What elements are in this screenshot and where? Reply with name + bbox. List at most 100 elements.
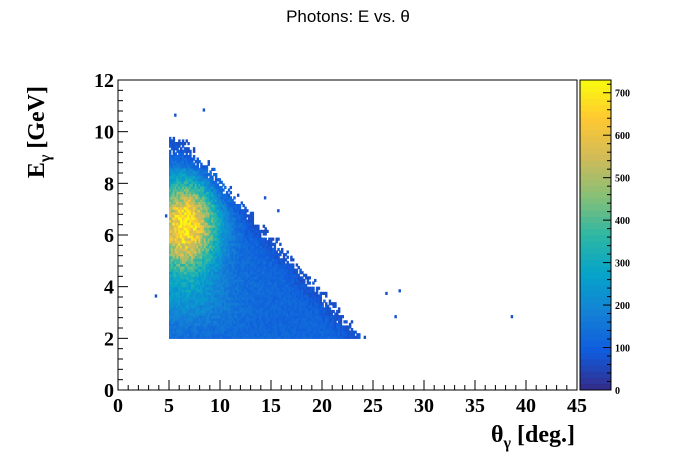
heatmap-cell xyxy=(303,335,306,339)
heatmap-cell xyxy=(218,240,222,244)
heatmap-cell xyxy=(315,325,319,329)
heatmap-cell xyxy=(269,278,273,283)
heatmap-cell xyxy=(191,196,194,200)
heatmap-cell xyxy=(216,193,220,197)
heatmap-cell xyxy=(169,209,172,213)
heatmap-cell xyxy=(176,191,179,195)
heatmap-cell xyxy=(251,320,255,324)
heatmap-cell xyxy=(200,204,203,208)
heatmap-cell xyxy=(214,198,218,203)
heatmap-cell xyxy=(268,273,271,277)
heatmap-cell xyxy=(225,268,229,272)
heatmap-cell xyxy=(202,291,205,296)
heatmap-cell xyxy=(310,312,313,316)
heatmap-cell xyxy=(180,204,183,208)
heatmap-cell xyxy=(315,297,319,301)
heatmap-cell xyxy=(214,258,218,262)
heatmap-cell xyxy=(235,232,238,236)
heatmap-cell xyxy=(238,219,242,223)
heatmap-cell xyxy=(264,294,267,298)
heatmap-cell xyxy=(224,286,227,290)
heatmap-cell xyxy=(187,289,190,293)
heatmap-cell xyxy=(191,294,194,298)
heatmap-cell xyxy=(180,276,183,280)
heatmap-cell xyxy=(236,260,240,265)
heatmap-cell xyxy=(176,160,179,164)
heatmap-cell xyxy=(299,271,302,275)
heatmap-cell xyxy=(189,299,192,303)
heatmap-cell xyxy=(213,291,216,296)
heatmap-cell xyxy=(170,160,174,164)
heatmap-cell xyxy=(181,302,185,306)
heatmap-cell xyxy=(235,312,238,316)
heatmap-cell xyxy=(185,328,188,332)
heatmap-cell xyxy=(202,209,205,213)
heatmap-cell xyxy=(181,299,185,303)
heatmap-cell xyxy=(181,160,185,164)
heatmap-cell xyxy=(194,201,198,205)
heatmap-cell xyxy=(273,307,277,311)
heatmap-cell xyxy=(187,198,190,203)
heatmap-cell xyxy=(187,193,190,197)
heatmap-cell xyxy=(214,286,218,290)
heatmap-cell xyxy=(297,312,300,316)
heatmap-cell xyxy=(194,255,198,259)
heatmap-cell xyxy=(180,255,183,259)
heatmap-cell xyxy=(222,198,225,203)
heatmap-cell xyxy=(172,216,176,221)
heatmap-cell xyxy=(247,271,251,275)
heatmap-cell xyxy=(181,183,185,187)
heatmap-cell xyxy=(231,307,234,311)
heatmap-cell xyxy=(281,250,284,254)
heatmap-cell xyxy=(269,315,273,319)
heatmap-cell xyxy=(185,240,188,244)
heatmap-cell xyxy=(191,235,194,239)
heatmap-cell xyxy=(203,240,207,244)
heatmap-cell xyxy=(220,320,223,324)
heatmap-cell xyxy=(293,333,297,337)
heatmap-cell xyxy=(264,320,267,324)
heatmap-cell xyxy=(209,209,212,213)
heatmap-cell xyxy=(202,183,205,187)
heatmap-cell xyxy=(240,286,244,290)
heatmap-cell xyxy=(222,320,225,324)
heatmap-cell xyxy=(209,232,212,236)
heatmap-cell xyxy=(341,330,345,334)
y-axis-title: Eγ [GeV] xyxy=(24,86,54,178)
heatmap-cell xyxy=(253,325,256,329)
heatmap-cell xyxy=(303,322,306,327)
heatmap-cell xyxy=(242,237,245,241)
heatmap-cell xyxy=(214,235,218,239)
heatmap-cell xyxy=(310,328,313,332)
heatmap-cell xyxy=(211,330,214,334)
heatmap-cell xyxy=(192,333,196,337)
heatmap-cell xyxy=(205,170,209,174)
heatmap-cell xyxy=(194,322,198,327)
heatmap-cell xyxy=(279,260,282,265)
heatmap-cell xyxy=(238,317,242,321)
heatmap-cell xyxy=(229,216,233,221)
heatmap-cell xyxy=(216,297,220,301)
heatmap-cell xyxy=(262,320,266,324)
heatmap-cell xyxy=(238,322,242,327)
heatmap-cell xyxy=(312,291,315,296)
heatmap-cell xyxy=(242,235,245,239)
heatmap-cell xyxy=(337,330,341,334)
heatmap-cell xyxy=(183,289,187,293)
heatmap-cell xyxy=(264,333,267,337)
heatmap-cell xyxy=(288,309,291,314)
heatmap-cell xyxy=(180,304,183,308)
heatmap-cell xyxy=(189,271,192,275)
heatmap-cell xyxy=(170,309,174,314)
heatmap-cell xyxy=(169,325,172,329)
heatmap-cell xyxy=(334,335,337,339)
heatmap-cell xyxy=(202,320,205,324)
heatmap-cell xyxy=(183,201,187,205)
heatmap-cell xyxy=(202,335,205,339)
heatmap-cell xyxy=(169,268,172,272)
heatmap-cell xyxy=(231,309,234,314)
heatmap-cell xyxy=(308,276,311,280)
heatmap-cell xyxy=(238,271,242,275)
heatmap-cell xyxy=(222,227,225,231)
heatmap-cell xyxy=(211,178,214,182)
